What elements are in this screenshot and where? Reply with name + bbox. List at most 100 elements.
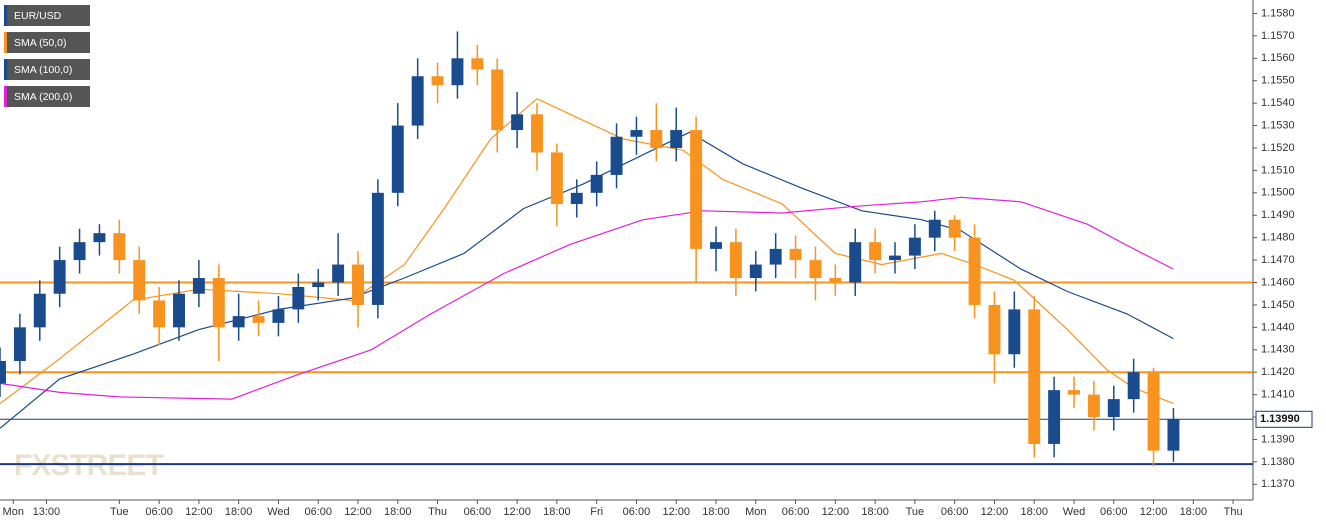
x-tick-label: 12:00 — [662, 506, 690, 518]
y-tick-label: 1.1550 — [1261, 75, 1295, 87]
candle-body — [1167, 419, 1180, 451]
y-tick-label: 1.1470 — [1261, 254, 1295, 266]
y-tick-label: 1.1490 — [1261, 209, 1295, 221]
candle-body — [610, 136, 623, 175]
legend-item: SMA (50,0) — [4, 32, 90, 53]
x-tick-label: Thu — [1224, 506, 1243, 518]
candle-body — [630, 130, 643, 137]
legend-swatch — [4, 59, 7, 80]
y-tick-label: 1.1420 — [1261, 366, 1295, 378]
candle-body — [531, 114, 543, 153]
candle-body — [391, 125, 404, 193]
legend-item: EUR/USD — [4, 5, 90, 26]
x-tick-label: 06:00 — [304, 506, 332, 518]
x-tick-label: Tue — [906, 506, 925, 518]
legend-item: SMA (100,0) — [4, 59, 90, 80]
legend-swatch — [4, 32, 7, 53]
legend-swatch — [4, 5, 7, 26]
x-tick-label: Fri — [590, 506, 603, 518]
candle-body — [33, 293, 46, 328]
x-tick-label: 18:00 — [225, 506, 253, 518]
candle-body — [471, 58, 484, 70]
candle-body — [13, 327, 26, 361]
x-tick-label: Mon — [745, 506, 766, 518]
x-tick-label: 18:00 — [861, 506, 889, 518]
candle-body — [491, 69, 504, 131]
legend-label: SMA (50,0) — [14, 37, 67, 49]
legend-box — [4, 5, 90, 26]
candle-body — [829, 278, 842, 283]
candle-body — [312, 282, 325, 287]
x-tick-label: 12:00 — [185, 506, 213, 518]
candle-body — [451, 58, 464, 86]
candle-body — [869, 242, 882, 261]
candle-body — [908, 237, 921, 256]
candles-layer — [0, 31, 1180, 467]
x-tick-label: 06:00 — [782, 506, 810, 518]
last-price-label: 1.13990 — [1260, 413, 1300, 425]
y-tick-label: 1.1460 — [1261, 276, 1295, 288]
x-tick-label: 06:00 — [464, 506, 492, 518]
sma-line — [0, 131, 1174, 429]
y-tick-label: 1.1580 — [1261, 7, 1295, 19]
candle-body — [133, 260, 146, 301]
candle-body — [889, 255, 901, 261]
legend-box — [4, 86, 90, 107]
x-tick-label: 12:00 — [1140, 506, 1168, 518]
x-tick-label: 06:00 — [1100, 506, 1128, 518]
y-tick-label: 1.1520 — [1261, 142, 1295, 154]
y-tick-label: 1.1450 — [1261, 299, 1295, 311]
candle-body — [272, 309, 285, 323]
x-tick-label: 06:00 — [623, 506, 651, 518]
x-tick-label: 18:00 — [702, 506, 730, 518]
y-tick-label: 1.1530 — [1261, 119, 1295, 131]
y-tick-label: 1.1430 — [1261, 344, 1295, 356]
candle-body — [809, 260, 822, 279]
candle-body — [1087, 394, 1100, 418]
x-tick-label: 18:00 — [543, 506, 571, 518]
candle-body — [690, 130, 703, 249]
x-tick-label: 06:00 — [145, 506, 173, 518]
candle-body — [590, 174, 603, 193]
candle-body — [650, 130, 663, 148]
x-tick-label: 06:00 — [941, 506, 969, 518]
x-tick-label: Tue — [110, 506, 129, 518]
legend-label: EUR/USD — [14, 10, 62, 22]
x-tick-label: 18:00 — [384, 506, 412, 518]
candle-body — [371, 192, 384, 305]
candle-body — [411, 76, 424, 126]
candle-body — [928, 219, 941, 238]
candle-body — [173, 293, 185, 328]
candle-body — [670, 130, 683, 148]
candle-body — [550, 152, 563, 205]
x-tick-label: Thu — [428, 506, 447, 518]
candle-body — [710, 242, 722, 249]
candle-body — [1048, 390, 1061, 444]
y-tick-label: 1.1510 — [1261, 164, 1295, 176]
candle-body — [1028, 309, 1041, 444]
x-tick-label: 13:00 — [33, 506, 61, 518]
candle-body — [948, 219, 961, 238]
candle-body — [511, 114, 524, 131]
candle-body — [729, 242, 742, 279]
x-tick-label: 12:00 — [981, 506, 1009, 518]
y-tick-label: 1.1390 — [1261, 433, 1295, 445]
candle-body — [1008, 309, 1021, 355]
y-tick-label: 1.1560 — [1261, 52, 1295, 64]
x-tick-label: 12:00 — [503, 506, 531, 518]
last-price-box — [1255, 410, 1313, 428]
legend-label: SMA (100,0) — [14, 64, 72, 76]
y-tick-label: 1.1480 — [1261, 232, 1295, 244]
candle-body — [988, 304, 1001, 355]
candle-body — [0, 360, 6, 384]
candle-body — [292, 286, 305, 310]
x-tick-label: Wed — [1063, 506, 1085, 518]
candle-body — [1068, 390, 1080, 395]
candle-body — [192, 278, 205, 294]
candle-body — [93, 233, 106, 243]
candle-body — [570, 192, 583, 205]
candle-body — [1127, 372, 1140, 400]
candle-body — [212, 278, 225, 328]
